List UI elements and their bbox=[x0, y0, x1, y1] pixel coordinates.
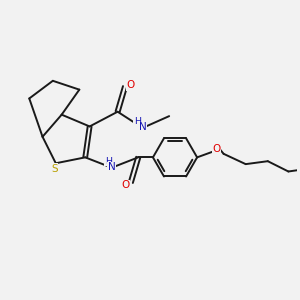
Text: S: S bbox=[51, 164, 58, 173]
Text: O: O bbox=[126, 80, 134, 90]
Text: O: O bbox=[212, 143, 220, 154]
Text: O: O bbox=[122, 180, 130, 190]
Text: H: H bbox=[105, 157, 112, 166]
Text: H: H bbox=[134, 117, 141, 126]
Text: N: N bbox=[139, 122, 146, 132]
Text: N: N bbox=[108, 162, 116, 172]
